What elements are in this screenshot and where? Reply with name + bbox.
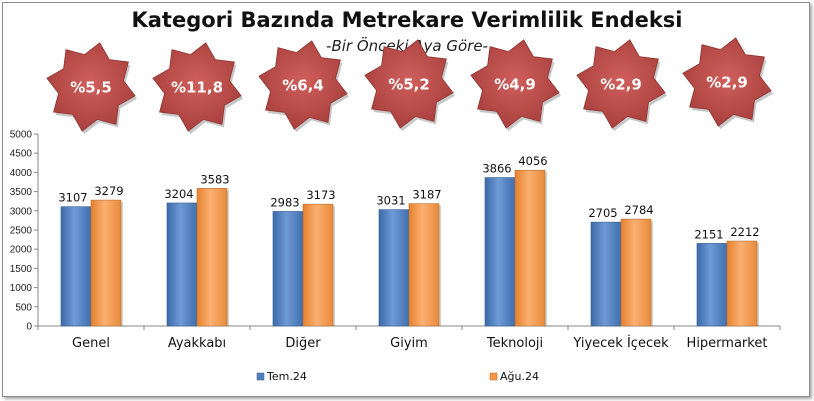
badge-star	[364, 39, 454, 129]
badge-label: %4,9	[494, 76, 536, 94]
badge-label: %11,8	[171, 79, 223, 97]
data-label: 4056	[518, 154, 547, 168]
bar-agu	[302, 203, 334, 327]
badge-star	[576, 39, 666, 129]
data-label: 3107	[58, 191, 87, 205]
badge-label: %2,9	[706, 74, 748, 92]
data-label: 3866	[482, 162, 511, 176]
data-label: 3173	[306, 188, 335, 202]
y-tick-label: 500	[15, 302, 32, 313]
badge-star	[152, 42, 242, 132]
badge-star	[46, 42, 136, 132]
y-tick-label: 1500	[10, 264, 33, 275]
chart-title: Kategori Bazında Metrekare Verimlilik En…	[131, 8, 683, 32]
percent-badge: %11,8	[152, 42, 244, 135]
bar-agu	[620, 218, 652, 327]
data-label: 3187	[412, 188, 441, 202]
badge-label: %6,4	[282, 77, 324, 95]
bar-tem	[590, 221, 622, 327]
data-label: 3583	[200, 172, 229, 186]
y-tick-label: 2500	[10, 226, 33, 237]
data-label: 2212	[730, 225, 759, 239]
y-tick-label: 3500	[10, 187, 33, 198]
bar-agu	[514, 169, 546, 327]
data-label: 2983	[270, 195, 299, 209]
bar-agu	[408, 203, 440, 327]
category-label: Hipermarket	[687, 336, 768, 351]
percent-badge: %2,9	[682, 37, 774, 130]
data-label: 2784	[624, 203, 653, 217]
category-label: Ayakkabı	[168, 336, 226, 351]
badge-label: %5,2	[388, 76, 430, 94]
badge-label: %5,5	[70, 79, 112, 97]
category-label: Yiyecek İçecek	[572, 335, 669, 351]
category-label: Genel	[72, 336, 110, 351]
percent-badge: %2,9	[576, 39, 668, 132]
percent-badge: %5,5	[46, 42, 138, 135]
badge-star	[258, 40, 348, 130]
category-label: Teknoloji	[486, 336, 543, 351]
bar-tem	[484, 177, 516, 327]
percent-badge: %6,4	[258, 40, 350, 133]
percent-badge: %5,2	[364, 39, 456, 132]
bar-agu	[90, 199, 122, 327]
bar-agu	[726, 240, 758, 327]
bar-tem	[166, 202, 198, 327]
bar-tem	[272, 211, 304, 327]
data-label: 3031	[376, 194, 405, 208]
y-tick-label: 1000	[10, 283, 33, 294]
badge-star	[470, 39, 560, 129]
y-tick-label: 4000	[10, 168, 33, 179]
data-label: 3204	[164, 187, 193, 201]
bar-tem	[60, 206, 92, 327]
y-tick-label: 4500	[10, 149, 33, 160]
legend-label: Tem.24	[266, 370, 307, 383]
data-label: 2151	[694, 227, 723, 241]
legend-swatch	[256, 372, 265, 381]
y-tick-label: 0	[26, 322, 32, 333]
data-label: 2705	[588, 206, 617, 220]
badge-star	[682, 37, 772, 127]
badge-label: %2,9	[600, 76, 642, 94]
data-label: 3279	[94, 184, 123, 198]
legend-label: Ağu.24	[500, 370, 539, 383]
y-tick-label: 3000	[10, 206, 33, 217]
legend-swatch	[489, 372, 498, 381]
y-tick-label: 2000	[10, 245, 33, 256]
bar-tem	[378, 209, 410, 327]
category-label: Giyim	[390, 336, 428, 351]
percent-badge: %4,9	[470, 39, 562, 132]
y-tick-label: 5000	[10, 130, 33, 141]
bar-tem	[696, 243, 728, 327]
chart-subtitle: -Bir Önceki Aya Göre-	[326, 37, 488, 55]
bar-agu	[196, 188, 228, 327]
category-label: Diğer	[285, 336, 321, 351]
